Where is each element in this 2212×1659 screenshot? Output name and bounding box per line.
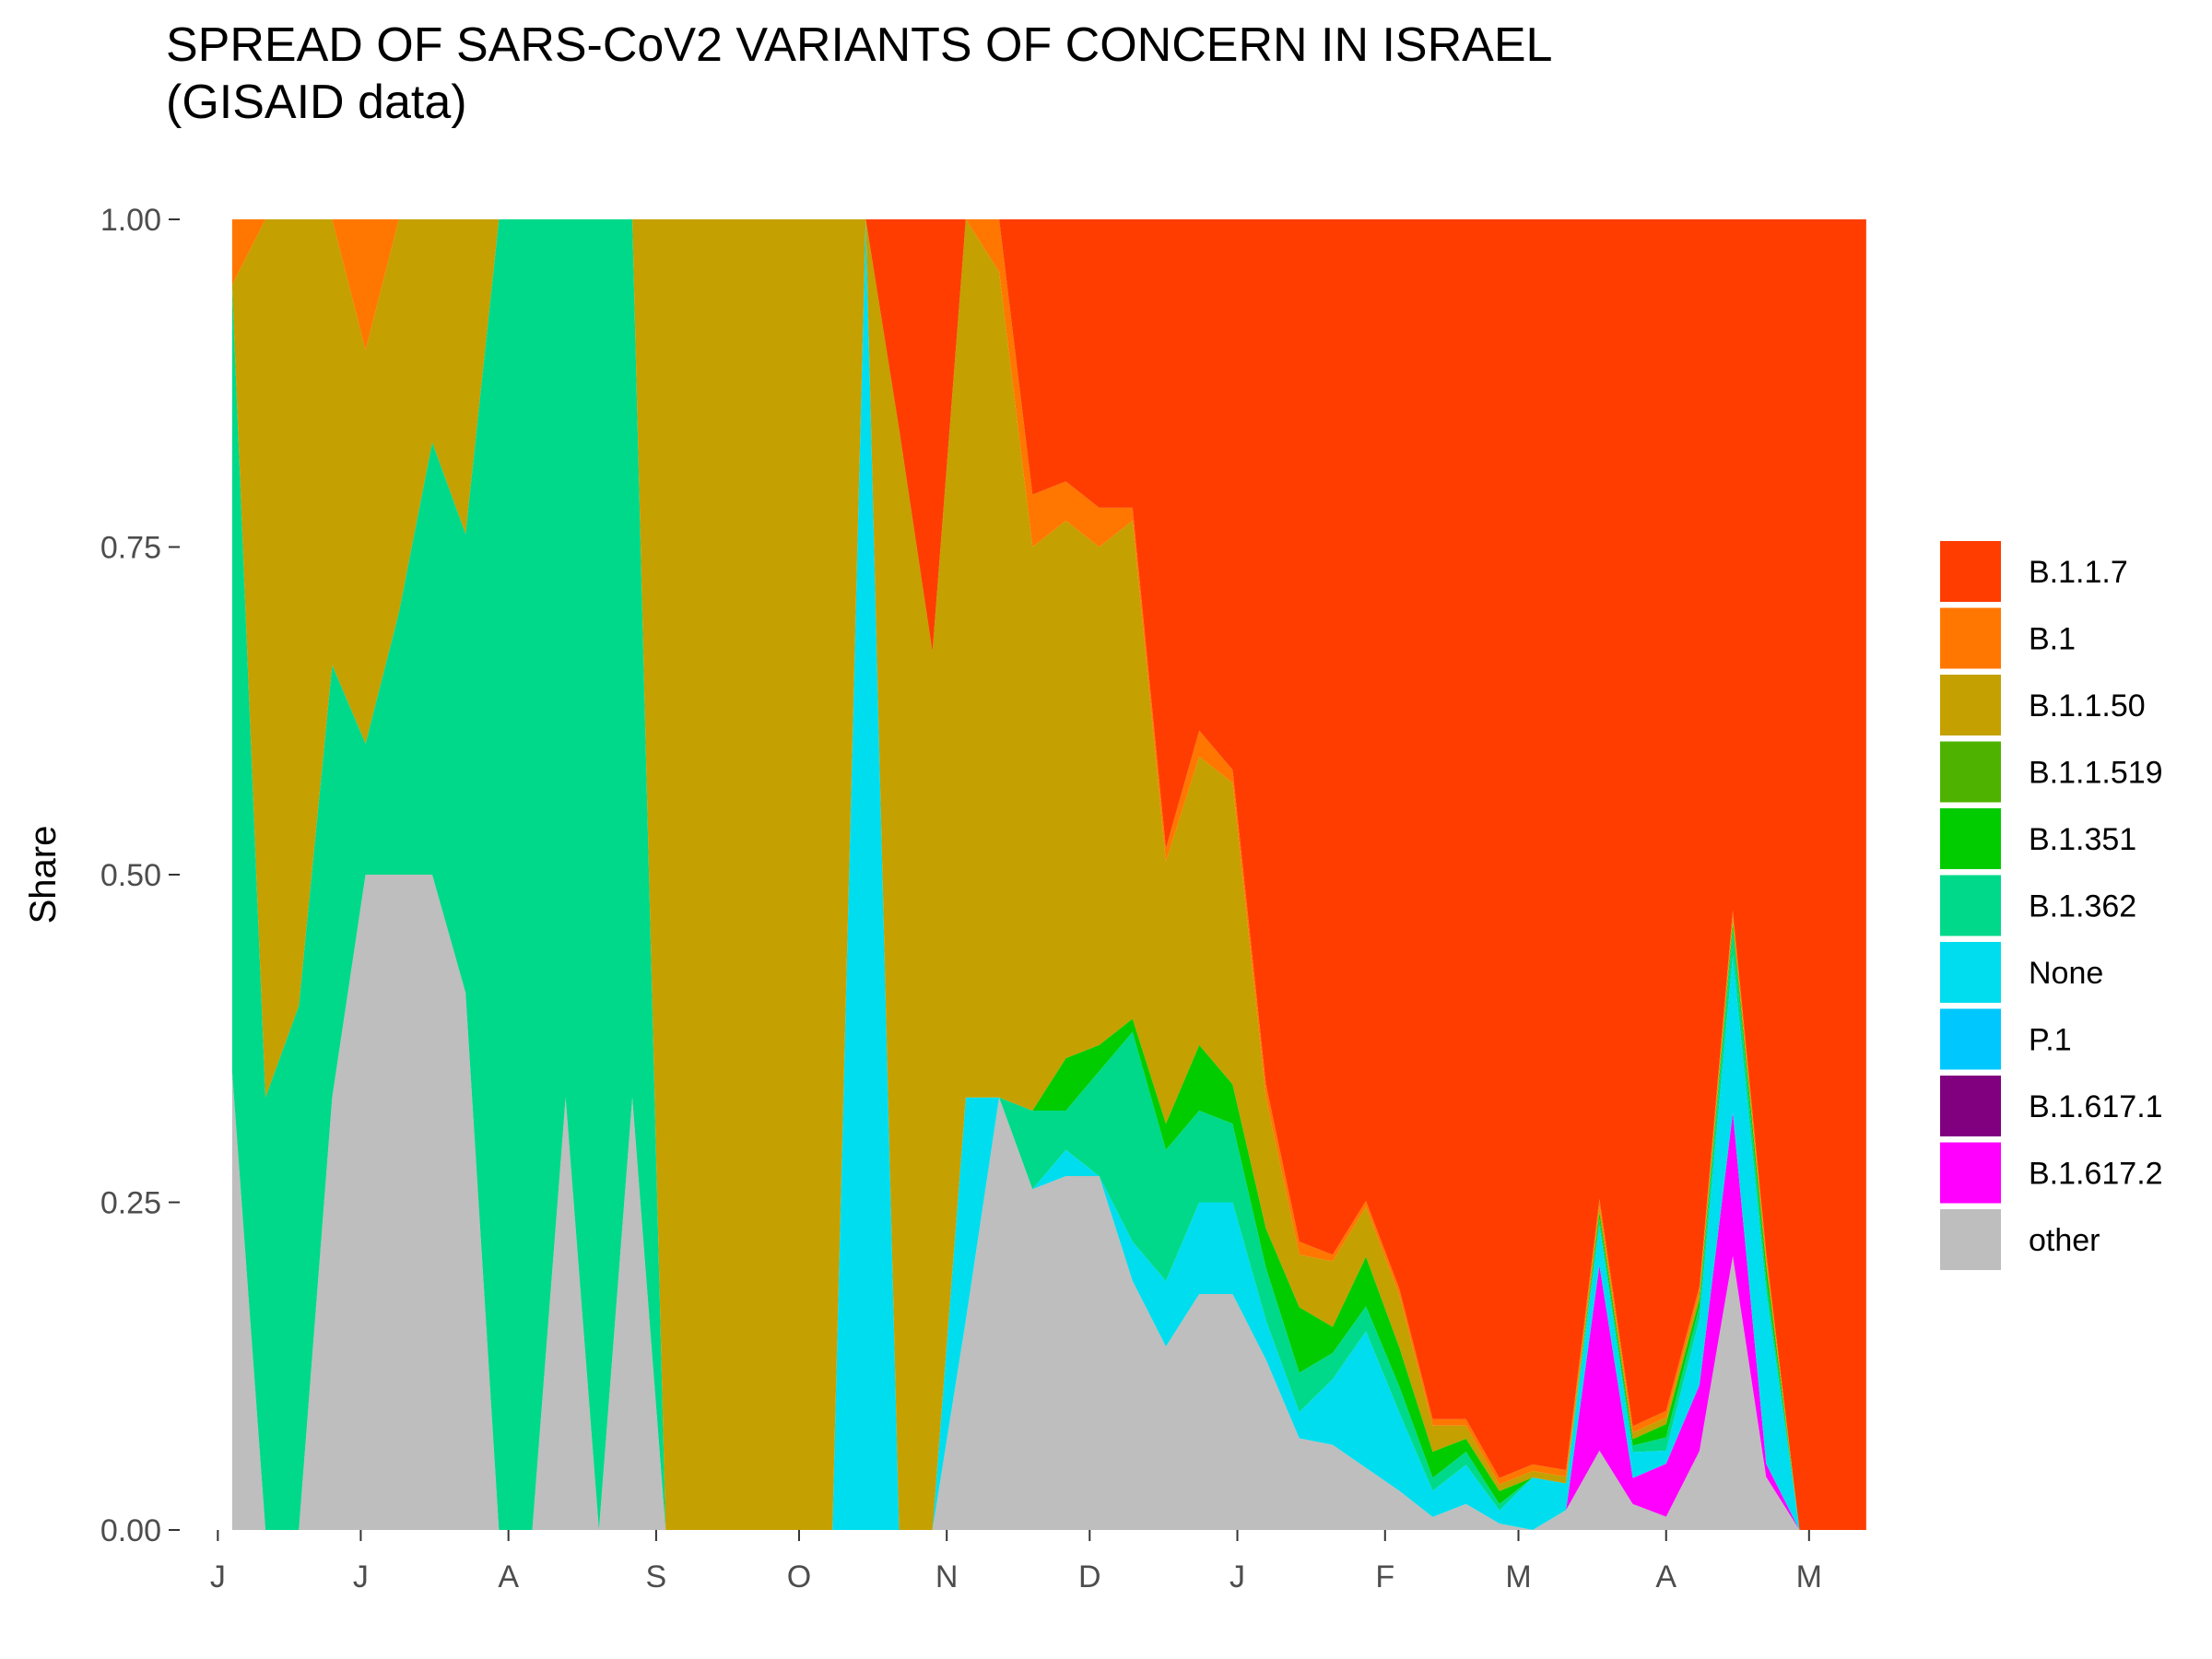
- legend-label: B.1.617.1: [2029, 1089, 2163, 1124]
- x-tick-label: M: [1505, 1559, 1531, 1594]
- legend-key-b-1-617-2: [1940, 1142, 2001, 1204]
- y-tick-label: 0.75: [100, 531, 161, 566]
- legend-key-b-1-1-519: [1940, 741, 2001, 803]
- legend-key-other: [1940, 1209, 2001, 1270]
- legend-key-b-1-362: [1940, 875, 2001, 936]
- y-tick-label: 0.00: [100, 1513, 161, 1548]
- x-tick-label: J: [1230, 1559, 1245, 1594]
- legend-label: B.1.1.7: [2029, 555, 2128, 590]
- legend-label: B.1.1.50: [2029, 688, 2146, 724]
- legend-key-none: [1940, 942, 2001, 1003]
- x-tick-label: D: [1078, 1559, 1101, 1594]
- y-axis: 0.00 0.25 0.50 0.75 1.00: [100, 203, 180, 1548]
- y-tick-label: 0.25: [100, 1186, 161, 1221]
- area-other: [231, 875, 1866, 1530]
- x-tick-label: F: [1375, 1559, 1394, 1594]
- legend-key-b-1-617-1: [1940, 1076, 2001, 1136]
- x-tick-label: J: [353, 1559, 369, 1594]
- x-tick-label: J: [210, 1559, 226, 1594]
- legend-label: P.1: [2029, 1023, 2072, 1058]
- x-tick-label: A: [1655, 1559, 1677, 1594]
- legend-key-b-1-351: [1940, 808, 2001, 869]
- legend-key-p-1: [1940, 1008, 2001, 1070]
- chart-title-line-2: (GISAID data): [166, 76, 467, 129]
- x-tick-label: M: [1796, 1559, 1822, 1594]
- legend: B.1.1.7 B.1 B.1.1.50 B.1.1.519 B.1.351 B.1.36…: [1940, 541, 2163, 1270]
- chart-title-line-1: SPREAD OF SARS-CoV2 VARIANTS OF CONCERN …: [166, 18, 1552, 72]
- x-tick-label: A: [498, 1559, 519, 1594]
- x-tick-label: S: [646, 1559, 667, 1594]
- legend-key-b-1-1-7: [1940, 541, 2001, 602]
- legend-label: B.1.617.2: [2029, 1157, 2163, 1192]
- legend-label: None: [2029, 956, 2103, 991]
- area-b-1-1-7: [231, 219, 1866, 1530]
- legend-label: B.1.351: [2029, 822, 2136, 857]
- area-b-1-1-50: [231, 219, 1866, 1530]
- legend-label: B.1.1.519: [2029, 756, 2163, 791]
- legend-key-b-1-1-50: [1940, 675, 2001, 735]
- area-b-1-362: [231, 219, 1866, 1530]
- legend-label: B.1.362: [2029, 889, 2136, 924]
- stacked-areas: [231, 219, 1866, 1530]
- legend-label: other: [2029, 1223, 2100, 1258]
- y-tick-label: 0.50: [100, 858, 161, 893]
- x-tick-label: O: [787, 1559, 811, 1594]
- legend-key-b-1: [1940, 607, 2001, 669]
- x-tick-label: N: [935, 1559, 959, 1594]
- legend-label: B.1: [2029, 622, 2076, 657]
- y-axis-title: Share: [23, 826, 64, 924]
- y-tick-label: 1.00: [100, 203, 161, 238]
